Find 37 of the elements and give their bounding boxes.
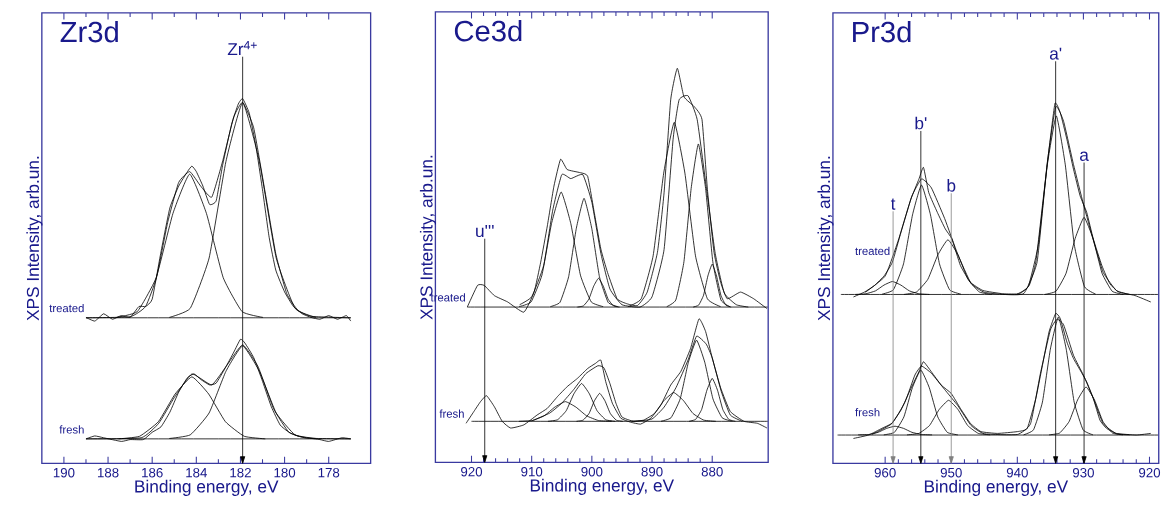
- x-tick-label: 182: [230, 467, 251, 478]
- x-tick-label: 178: [318, 467, 340, 478]
- x-tick-label: 880: [701, 466, 723, 477]
- x-tick-label: 960: [874, 467, 896, 478]
- x-tick-label: 920: [461, 466, 483, 477]
- ref-line-label: a': [1049, 47, 1062, 60]
- series-label: treated: [49, 303, 84, 313]
- x-axis-title: Binding energy, eV: [924, 479, 1069, 496]
- x-axis-title: Binding energy, eV: [530, 478, 674, 495]
- ref-line-label: a: [1079, 151, 1089, 161]
- ref-line-label: u''': [476, 225, 494, 238]
- y-axis-title: XPS Intensity, arb.un.: [817, 156, 834, 321]
- x-tick-label: 940: [1006, 467, 1028, 478]
- x-tick-label: 910: [521, 466, 543, 477]
- x-tick-label: 180: [274, 467, 296, 478]
- x-tick-label: 186: [142, 467, 163, 478]
- x-tick-label: 920: [1139, 467, 1161, 478]
- x-tick-label: 184: [186, 467, 207, 478]
- series-label: fresh: [855, 407, 880, 417]
- chart-title: Ce3d: [454, 19, 522, 42]
- y-axis-title: XPS Intensity, arb.un.: [26, 156, 43, 321]
- x-tick-label: 930: [1072, 467, 1094, 478]
- x-tick-label: 190: [53, 467, 75, 478]
- chart-title: Pr3d: [853, 20, 911, 43]
- chart-title: Zr3d: [60, 20, 118, 43]
- ref-line-label: t: [890, 198, 896, 210]
- x-tick-label: 188: [97, 467, 119, 478]
- ref-line-label: Zr$^{4+}$: [227, 40, 257, 56]
- series-label: fresh: [59, 425, 84, 434]
- series-label: treated: [855, 246, 890, 255]
- series-label: fresh: [439, 409, 464, 418]
- ref-line-label: b': [915, 116, 927, 130]
- ref-line-label: b: [947, 178, 956, 192]
- x-tick-label: 950: [940, 467, 962, 478]
- x-tick-label: 900: [581, 466, 603, 477]
- x-tick-label: 890: [641, 466, 663, 477]
- x-axis-title: Binding energy, eV: [135, 479, 279, 496]
